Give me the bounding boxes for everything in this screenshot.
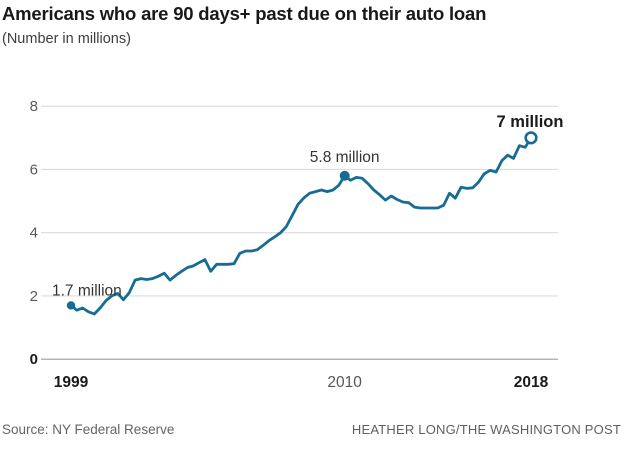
- credit-text: HEATHER LONG/THE WASHINGTON POST: [351, 422, 621, 437]
- page-title: Americans who are 90 days+ past due on t…: [2, 3, 487, 24]
- y-axis-tick-label: 6: [30, 161, 38, 178]
- end-point-open-marker: [524, 131, 538, 145]
- delinquency-line-series: [69, 136, 533, 316]
- x-axis-tick-label: 2010: [327, 374, 362, 391]
- data-point-marker: [339, 170, 350, 181]
- chart-annotation-label: 1.7 million: [52, 282, 122, 299]
- x-axis-tick-label: 1999: [54, 374, 89, 391]
- y-axis-tick-label: 4: [30, 225, 38, 242]
- chart-annotation-label: 5.8 million: [310, 149, 380, 166]
- y-axis-tick-label: 2: [30, 288, 38, 305]
- source-text: Source: NY Federal Reserve: [2, 422, 175, 437]
- chart-units-subtitle: (Number in millions): [2, 31, 131, 47]
- chart-footer: Source: NY Federal Reserve HEATHER LONG/…: [0, 422, 624, 437]
- y-axis-tick-label: 8: [30, 98, 38, 115]
- x-axis-tick-label: 2018: [514, 374, 549, 391]
- chart-annotation-label: 7 million: [497, 113, 564, 131]
- y-axis-tick-label: 0: [30, 351, 38, 368]
- data-point-marker: [66, 301, 76, 310]
